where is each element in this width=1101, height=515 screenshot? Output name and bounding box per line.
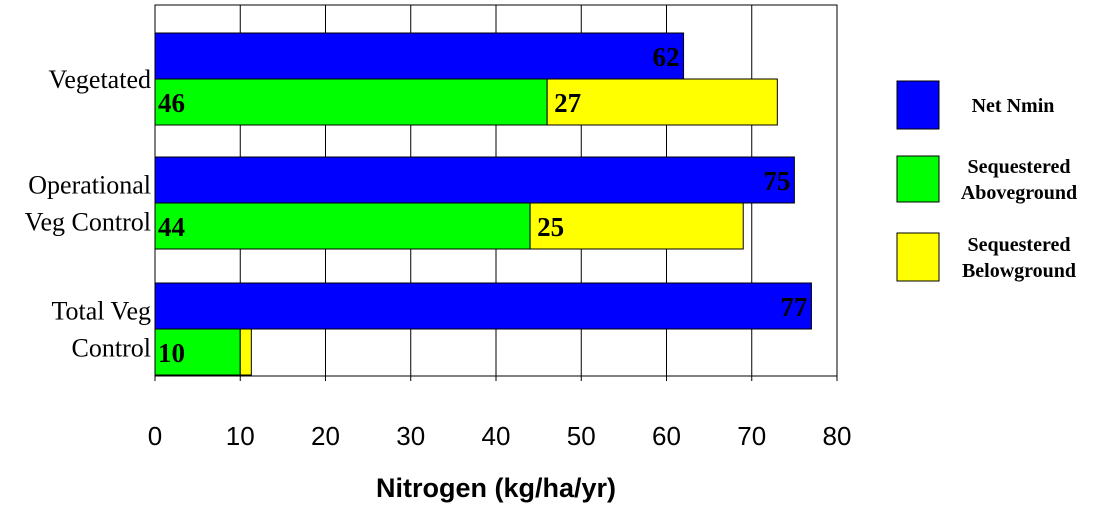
data-label-net-nmin: 77 bbox=[780, 292, 807, 322]
bar-belowground bbox=[546, 78, 778, 126]
bar-net-nmin bbox=[154, 282, 812, 330]
data-label-aboveground: 46 bbox=[158, 88, 185, 118]
x-tick-label: 60 bbox=[652, 421, 681, 451]
category-label: Veg Control bbox=[25, 208, 151, 237]
data-label-aboveground: 44 bbox=[158, 212, 185, 242]
category-label: Operational bbox=[28, 171, 151, 200]
legend-label-belowground: Belowground bbox=[962, 260, 1076, 282]
x-tick-label: 80 bbox=[823, 421, 852, 451]
data-label-net-nmin: 62 bbox=[653, 42, 680, 72]
bar-aboveground bbox=[154, 202, 531, 250]
legend-swatch-net_nmin bbox=[896, 80, 940, 130]
x-tick-label: 30 bbox=[396, 421, 425, 451]
legend-label-net_nmin: Net Nmin bbox=[972, 95, 1055, 117]
category-label: Total Veg bbox=[51, 297, 151, 326]
bar-net-nmin bbox=[154, 32, 685, 80]
data-label-belowground: 27 bbox=[554, 88, 581, 118]
legend-swatch-aboveground bbox=[896, 155, 940, 203]
legend-label-belowground: Sequestered bbox=[968, 234, 1071, 256]
x-tick-label: 20 bbox=[311, 421, 340, 451]
category-label: Control bbox=[72, 334, 151, 363]
category-label: Vegetated bbox=[48, 65, 151, 94]
legend-label-aboveground: Aboveground bbox=[961, 182, 1077, 204]
x-tick-label: 10 bbox=[226, 421, 255, 451]
data-label-aboveground: 10 bbox=[158, 338, 185, 368]
data-label-net-nmin: 75 bbox=[763, 166, 790, 196]
x-tick-label: 40 bbox=[482, 421, 511, 451]
legend-label-aboveground: Sequestered bbox=[968, 156, 1071, 178]
bar-aboveground bbox=[154, 78, 548, 126]
data-label-belowground: 25 bbox=[537, 212, 564, 242]
bar-belowground bbox=[239, 328, 252, 376]
legend-swatch-belowground bbox=[896, 232, 940, 282]
bar-belowground bbox=[529, 202, 744, 250]
x-axis-title: Nitrogen (kg/ha/yr) bbox=[376, 473, 616, 503]
bar-aboveground bbox=[154, 328, 241, 376]
x-tick-label: 0 bbox=[148, 421, 162, 451]
x-tick-label: 50 bbox=[567, 421, 596, 451]
x-tick-label: 70 bbox=[737, 421, 766, 451]
bar-net-nmin bbox=[154, 156, 795, 204]
